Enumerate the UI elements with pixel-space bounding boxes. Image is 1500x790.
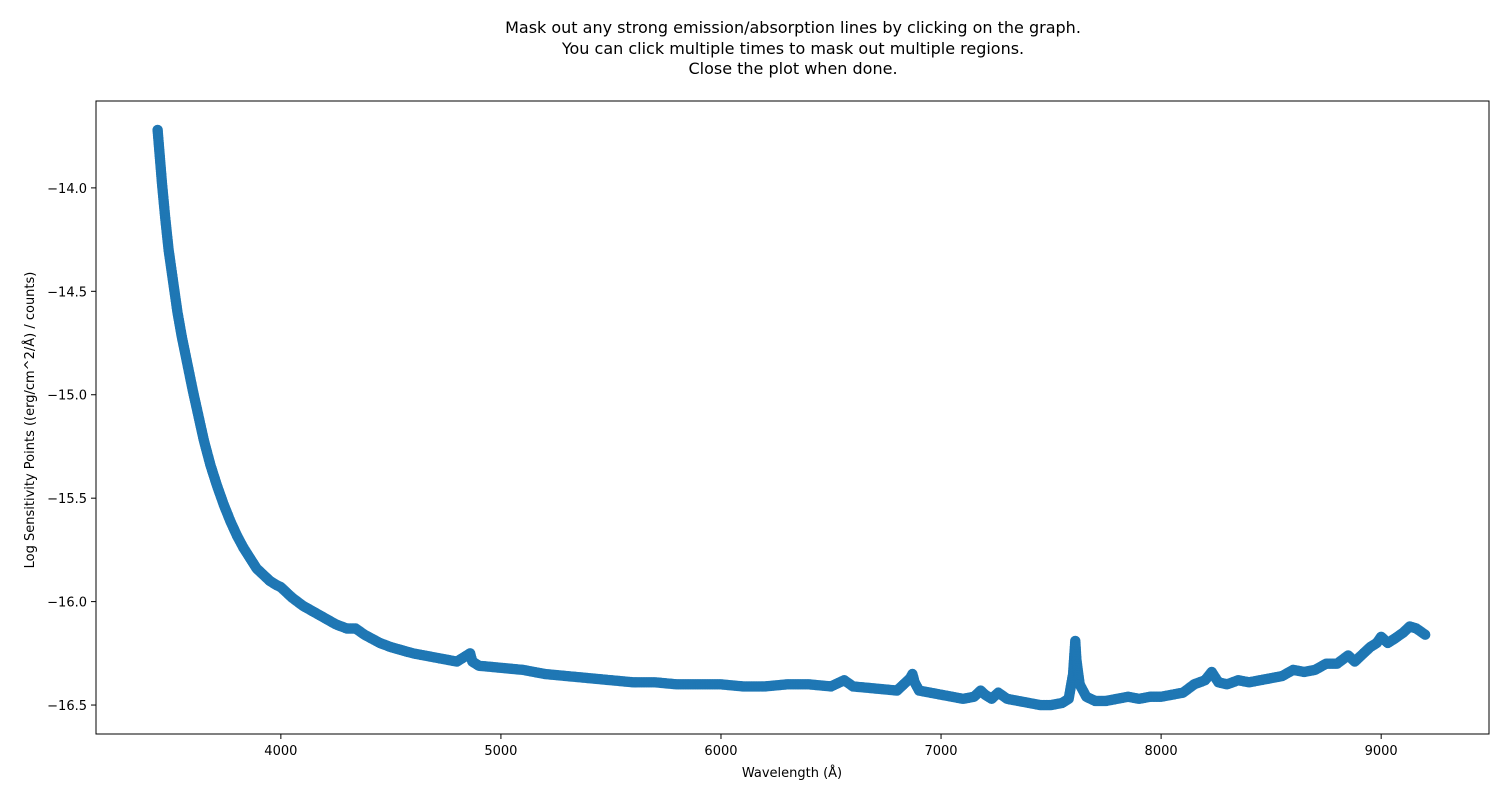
x-tick-label: 5000 <box>484 744 517 759</box>
title-line-3: Close the plot when done. <box>688 59 897 78</box>
y-tick-label: −14.0 <box>47 182 87 197</box>
x-tick-label: 9000 <box>1365 744 1398 759</box>
y-axis: −14.0 −14.5 −15.0 −15.5 −16.0 −16.5 <box>47 182 96 714</box>
x-tick-label: 4000 <box>264 744 297 759</box>
y-tick-label: −14.5 <box>47 285 87 300</box>
data-point <box>1419 629 1431 640</box>
title-line-2: You can click multiple times to mask out… <box>561 39 1024 58</box>
y-tick-label: −16.5 <box>47 699 87 714</box>
x-tick-label: 8000 <box>1145 744 1178 759</box>
x-tick-label: 6000 <box>704 744 737 759</box>
y-tick-label: −16.0 <box>47 596 87 611</box>
y-axis-label: Log Sensitivity Points ((erg/cm^2/Å) / c… <box>22 272 38 569</box>
x-axis-label: Wavelength (Å) <box>742 765 842 781</box>
data-points[interactable] <box>152 124 1431 711</box>
title-line-1: Mask out any strong emission/absorption … <box>505 18 1081 37</box>
x-tick-label: 7000 <box>924 744 957 759</box>
y-tick-label: −15.0 <box>47 389 87 404</box>
y-tick-label: −15.5 <box>47 492 87 507</box>
chart-title: Mask out any strong emission/absorption … <box>505 18 1081 78</box>
x-axis: 4000 5000 6000 7000 8000 9000 <box>264 734 1398 759</box>
plot-area[interactable] <box>95 100 1490 735</box>
